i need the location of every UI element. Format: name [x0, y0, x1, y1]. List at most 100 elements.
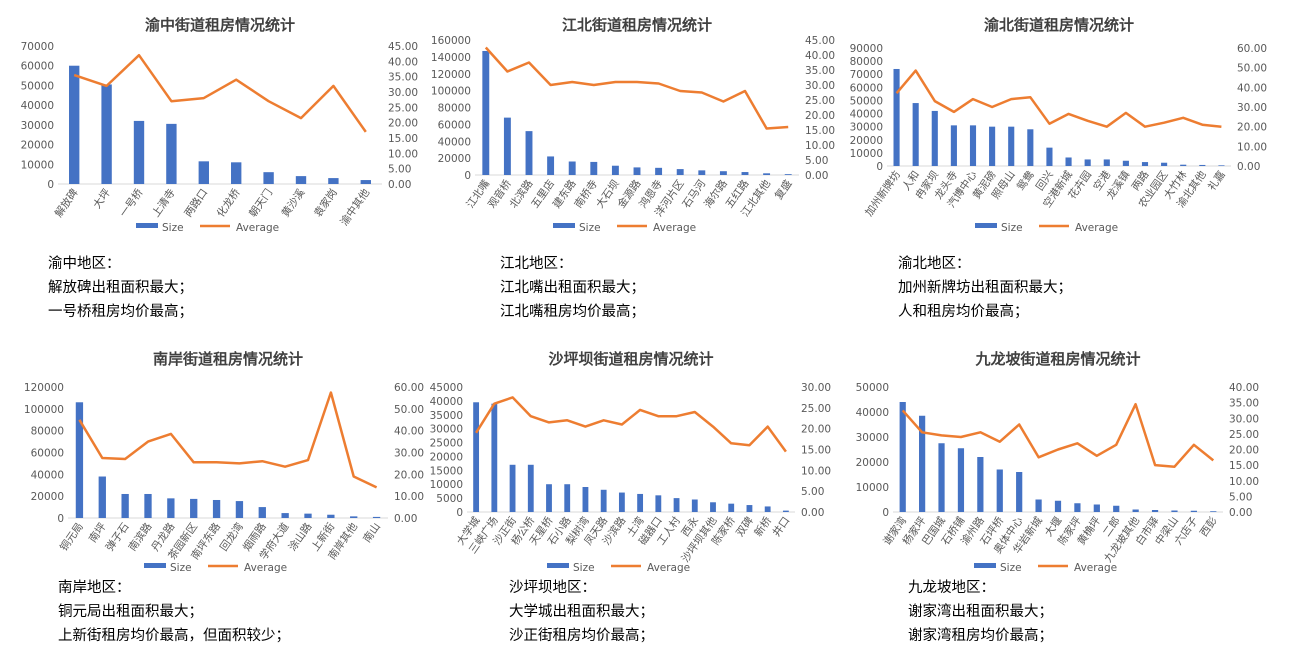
y-left-tick-label: 30000 — [856, 432, 889, 444]
y-left-tick-label: 50000 — [21, 80, 54, 92]
chart-title: 南岸街道租房情况统计 — [153, 350, 303, 368]
size-bar — [166, 123, 177, 184]
size-bar — [1132, 509, 1139, 512]
note-yuzhong: 渝中地区： 解放碑出租面积最大； 一号桥租房均价最高； — [48, 252, 193, 324]
size-bar — [1180, 164, 1187, 166]
y-right-tick-label: 25.00 — [1229, 429, 1259, 441]
size-bar — [546, 484, 552, 512]
y-left-tick-label: 30000 — [850, 122, 883, 134]
size-bar — [1093, 504, 1100, 512]
legend-size-label: Size — [573, 562, 595, 574]
chart-title: 渝北街道租房情况统计 — [984, 16, 1134, 34]
size-bar — [719, 171, 727, 175]
y-right-tick-label: 45.00 — [388, 41, 418, 53]
size-bar — [295, 176, 307, 184]
y-left-tick-label: 20000 — [430, 451, 463, 463]
note-line: 铜元局出租面积最大； — [58, 604, 203, 620]
legend-size-swatch — [553, 223, 575, 228]
chart-panel-shapingba: 沙坪坝街道租房情况统计 0 5000 10000 15000 20000 25000 3000… — [425, 342, 845, 662]
legend-size-label: Size — [162, 222, 184, 234]
size-bar — [491, 403, 498, 512]
average-line — [475, 396, 787, 453]
y-right-tick-label: 60.00 — [1237, 43, 1267, 55]
size-bar — [782, 510, 789, 512]
y-left-tick-label: 160000 — [431, 35, 471, 47]
size-bar — [473, 402, 480, 512]
y-right-tick-label: 5.00 — [1229, 491, 1252, 503]
size-bar — [655, 495, 662, 512]
average-line — [895, 69, 1222, 128]
x-category-label: 西彭 — [1197, 514, 1220, 539]
legend-size-swatch — [975, 223, 997, 228]
y-left-tick-label: 0 — [57, 513, 64, 525]
x-category-label: 化龙桥 — [214, 186, 243, 220]
legend-average-label: Average — [653, 222, 696, 234]
size-bar — [1141, 162, 1149, 166]
chart-panel-yubei: 渝北街道租房情况统计 0 10000 20000 30000 40000 50000 6000… — [845, 0, 1267, 320]
y-right-tick-label: 30.00 — [1237, 102, 1267, 114]
size-bar — [144, 493, 152, 518]
y-left-tick-label: 40000 — [850, 109, 883, 121]
x-category-label: 袁家岗 — [311, 186, 340, 219]
size-bar — [746, 505, 753, 512]
x-category-label: 新桥 — [751, 514, 774, 539]
size-bar — [101, 84, 112, 184]
legend-average-label: Average — [236, 222, 279, 234]
y-right-tick-label: 20.00 — [801, 424, 831, 436]
y-right-tick-label: 30.00 — [388, 87, 418, 99]
x-category-label: 渝中其他 — [338, 186, 373, 228]
size-bar — [969, 125, 977, 166]
note-line: 渝中地区： — [48, 256, 121, 272]
y-right-tick-label: 5.00 — [801, 486, 824, 498]
y-right-tick-label: 25.00 — [388, 102, 418, 114]
legend-average-label: Average — [1074, 562, 1117, 574]
size-bar — [655, 167, 663, 175]
y-left-tick-label: 60000 — [438, 119, 471, 131]
chart-panel-jiangbei: 江北街道租房情况统计 0 20000 40000 60000 80000 100000 120… — [425, 0, 845, 320]
size-bar — [547, 156, 555, 175]
size-bar — [899, 402, 906, 512]
y-right-tick-label: 10.00 — [1229, 476, 1259, 488]
y-left-tick-label: 50000 — [856, 382, 889, 394]
y-right-tick-label: 30.00 — [1229, 413, 1259, 425]
y-right-tick-label: 20.00 — [388, 118, 418, 130]
size-bar — [568, 161, 576, 175]
size-bar — [938, 443, 945, 512]
y-left-tick-label: 0 — [876, 161, 883, 173]
y-right-tick-label: 35.00 — [1229, 398, 1259, 410]
x-category-label: 铜元局 — [58, 521, 86, 554]
chart-title: 沙坪坝街道租房情况统计 — [548, 350, 713, 368]
y-left-tick-label: 40000 — [31, 469, 64, 481]
y-right-tick-label: 0.00 — [1237, 161, 1260, 173]
size-bar — [582, 487, 589, 512]
size-bar — [231, 162, 242, 184]
y-right-tick-label: 60.00 — [394, 382, 424, 394]
y-right-tick-label: 35.00 — [805, 65, 835, 77]
y-left-tick-label: 40000 — [856, 407, 889, 419]
y-left-tick-label: 80000 — [850, 56, 883, 68]
x-category-label: 井口 — [770, 514, 793, 539]
size-bar — [1151, 510, 1159, 512]
x-category-label: 解放碑 — [52, 186, 81, 220]
y-right-tick-label: 10.00 — [1237, 141, 1267, 153]
y-right-tick-label: 20.00 — [805, 110, 835, 122]
legend-size-swatch — [144, 563, 166, 568]
y-left-tick-label: 0 — [464, 170, 471, 182]
chart-title: 江北街道租房情况统计 — [562, 16, 712, 34]
note-line: 人和租房均价最高； — [898, 304, 1029, 320]
size-bar — [1199, 164, 1206, 166]
size-bar — [372, 516, 381, 518]
size-bar — [977, 457, 984, 512]
size-bar — [919, 415, 926, 512]
x-category-label: 大坪 — [90, 186, 113, 211]
y-left-tick-label: 60000 — [850, 82, 883, 94]
y-right-tick-label: 30.00 — [801, 382, 831, 394]
size-bar — [1210, 511, 1217, 512]
note-line: 南岸地区： — [58, 580, 131, 596]
legend-size-swatch — [974, 563, 996, 568]
y-right-tick-label: 10.00 — [388, 148, 418, 160]
legend-size-label: Size — [579, 222, 601, 234]
y-right-tick-label: 10.00 — [805, 140, 835, 152]
y-right-tick-label: 25.00 — [801, 403, 831, 415]
